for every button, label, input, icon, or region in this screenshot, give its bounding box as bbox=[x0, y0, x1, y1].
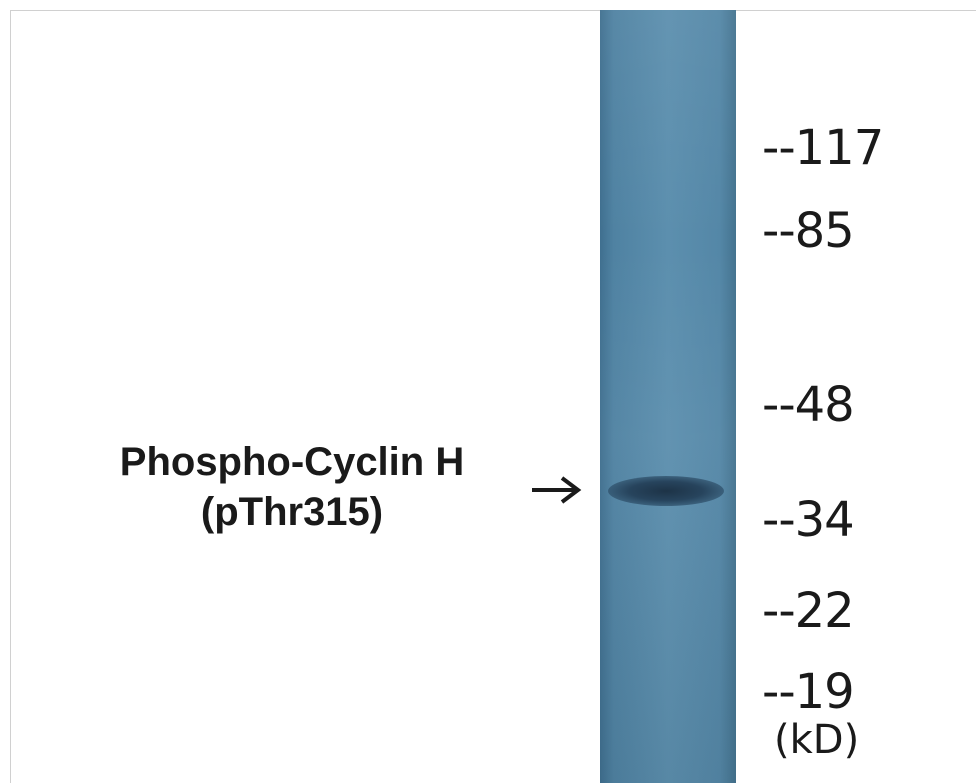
protein-band bbox=[608, 476, 724, 506]
marker-48: --48 bbox=[762, 377, 855, 433]
marker-117: --117 bbox=[762, 120, 884, 176]
marker-34: --34 bbox=[762, 492, 855, 548]
image-frame bbox=[10, 10, 976, 783]
unit-label: (kD) bbox=[774, 717, 860, 763]
marker-22: --22 bbox=[762, 583, 855, 639]
protein-name: Phospho-Cyclin H bbox=[119, 440, 465, 484]
blot-lane bbox=[600, 10, 736, 783]
protein-label: Phospho-Cyclin H (pThr315) bbox=[64, 437, 520, 537]
marker-19: --19 bbox=[762, 664, 855, 720]
phospho-site: (pThr315) bbox=[200, 490, 384, 534]
arrow-icon bbox=[532, 476, 582, 504]
lane-texture bbox=[600, 10, 736, 783]
marker-85: --85 bbox=[762, 203, 855, 259]
